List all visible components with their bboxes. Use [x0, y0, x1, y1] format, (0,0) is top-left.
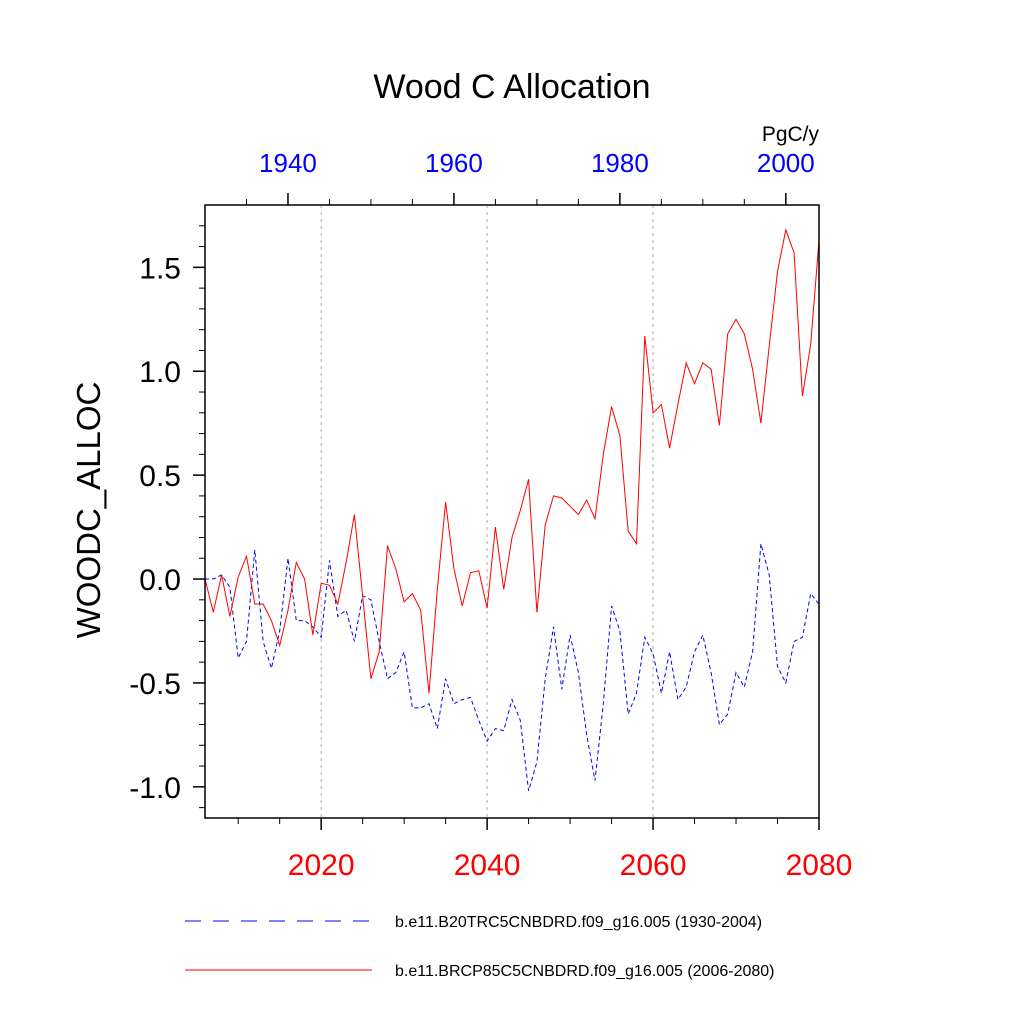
axis-ticks	[193, 193, 820, 830]
units-label: PgC/y	[762, 123, 820, 146]
series-line-1	[204, 228, 820, 694]
legend-red-label: b.e11.BRCP85C5CNBDRD.f09_g16.005 (2006-2…	[395, 963, 774, 980]
x-top-tick-label: 1940	[259, 148, 317, 178]
y-tick-label: 1.0	[139, 356, 181, 389]
grid-lines	[320, 205, 654, 818]
y-tick-label: 0.0	[139, 564, 181, 597]
chart-title: Wood C Allocation	[373, 68, 650, 106]
tick-labels: -1.0 -0.5 0.0 0.5 1.0 1.5 2020 2040 2060 2080 1940…	[129, 148, 852, 882]
y-tick-label: -1.0	[129, 772, 181, 805]
series-lines	[204, 228, 820, 792]
legend-blue-label: b.e11.B20TRC5CNBDRD.f09_g16.005 (1930-20…	[395, 914, 762, 931]
series-line-0	[205, 543, 820, 792]
x-top-tick-label: 1960	[425, 148, 483, 178]
x-bottom-tick-label: 2040	[454, 849, 521, 882]
x-top-tick-label: 1980	[591, 148, 649, 178]
plot-frame	[204, 204, 820, 819]
x-bottom-tick-label: 2020	[288, 849, 355, 882]
x-bottom-tick-label: 2060	[620, 849, 687, 882]
y-tick-label: 0.5	[139, 460, 181, 493]
x-top-tick-label: 2000	[757, 148, 815, 178]
y-tick-label: 1.5	[139, 252, 181, 285]
x-bottom-tick-label: 2080	[786, 849, 853, 882]
legend: b.e11.B20TRC5CNBDRD.f09_g16.005 (1930-20…	[185, 914, 774, 980]
y-tick-label: -0.5	[129, 668, 181, 701]
y-axis-label: WOODC_ALLOC	[70, 382, 107, 639]
